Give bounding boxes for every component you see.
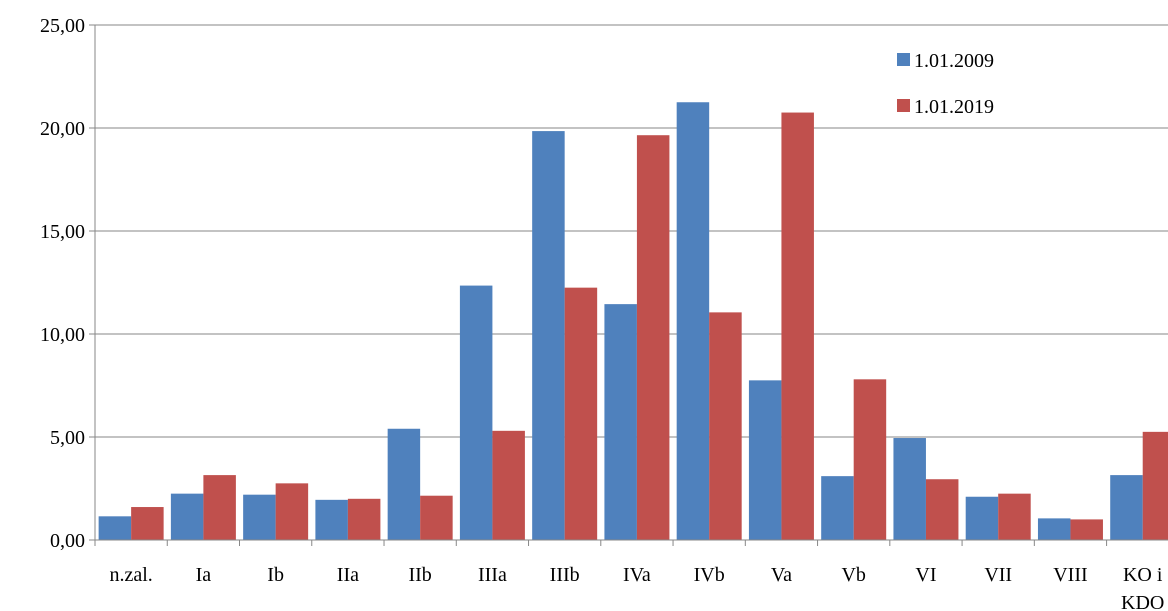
y-tick-labels: 0,00 5,00 10,00 15,00 20,00 25,00 bbox=[40, 15, 85, 552]
x-tick-label: Vb bbox=[841, 564, 865, 586]
bar-series2 bbox=[1142, 431, 1168, 540]
y-tick-label: 25,00 bbox=[40, 15, 85, 37]
x-tick-labels: n.zal. Ia Ib IIa IIb IIIa IIIb IVa IVb Va Vb VI VII V… bbox=[109, 564, 1164, 611]
bar-series1 bbox=[676, 102, 710, 540]
legend-label: 1.01.2009 bbox=[914, 50, 994, 72]
bar-series1 bbox=[965, 496, 999, 540]
legend[interactable]: 1.01.2009 1.01.2019 bbox=[897, 50, 994, 118]
y-tick-label: 10,00 bbox=[40, 324, 85, 346]
x-tick-label: IVa bbox=[623, 564, 651, 586]
bar-series1 bbox=[315, 499, 348, 540]
bar-series2 bbox=[925, 479, 959, 540]
bar-series1 bbox=[748, 380, 782, 540]
bar-series2 bbox=[492, 430, 525, 540]
bar-series1 bbox=[821, 476, 854, 540]
bars bbox=[98, 102, 1168, 541]
gridlines bbox=[95, 24, 1168, 438]
bar-series1 bbox=[98, 516, 132, 540]
x-tick-label: IIIb bbox=[550, 564, 580, 586]
bar-series2 bbox=[275, 483, 309, 540]
y-tick-label: 5,00 bbox=[50, 427, 85, 449]
bar-series2 bbox=[998, 493, 1031, 540]
x-tick-label: Va bbox=[771, 564, 792, 586]
x-tick-label: Ib bbox=[267, 564, 284, 586]
bar-series2 bbox=[781, 112, 814, 541]
x-tick-label: VI bbox=[915, 564, 936, 586]
x-tick-label: VII bbox=[984, 564, 1012, 586]
legend-swatch bbox=[897, 53, 910, 66]
bar-series1 bbox=[459, 285, 493, 540]
bar-series1 bbox=[1037, 518, 1071, 540]
legend-swatch bbox=[897, 99, 910, 112]
y-tick-label: 20,00 bbox=[40, 118, 85, 140]
bar-series2 bbox=[709, 312, 742, 540]
y-tick-label: 0,00 bbox=[50, 530, 85, 552]
x-tick-label: Ia bbox=[196, 564, 212, 586]
legend-label: 1.01.2019 bbox=[914, 96, 994, 118]
bar-series2 bbox=[420, 495, 453, 540]
x-tick-label: KO i KDO bbox=[1121, 564, 1164, 611]
bar-series2 bbox=[853, 379, 887, 540]
bar-series1 bbox=[893, 438, 926, 540]
bar-series2 bbox=[564, 287, 598, 540]
bar-series2 bbox=[131, 507, 164, 540]
bar-series1 bbox=[387, 428, 421, 540]
bar-series1 bbox=[532, 131, 565, 540]
bar-series2 bbox=[203, 475, 236, 540]
bar-series2 bbox=[636, 135, 670, 540]
bar-series2 bbox=[347, 498, 381, 540]
bar-series2 bbox=[1070, 519, 1103, 540]
axes bbox=[89, 24, 1168, 546]
x-tick-label: IIb bbox=[408, 564, 431, 586]
bar-series1 bbox=[1110, 475, 1143, 540]
y-tick-label: 15,00 bbox=[40, 221, 85, 243]
x-tick-label: IIIa bbox=[478, 564, 507, 586]
x-tick-label: IVb bbox=[694, 564, 725, 586]
bar-series1 bbox=[170, 493, 204, 540]
x-tick-label: VIII bbox=[1053, 564, 1087, 586]
bar-series1 bbox=[604, 304, 637, 540]
x-tick-label: IIa bbox=[337, 564, 359, 586]
x-tick-label: n.zal. bbox=[109, 564, 152, 586]
bar-series1 bbox=[243, 494, 276, 540]
